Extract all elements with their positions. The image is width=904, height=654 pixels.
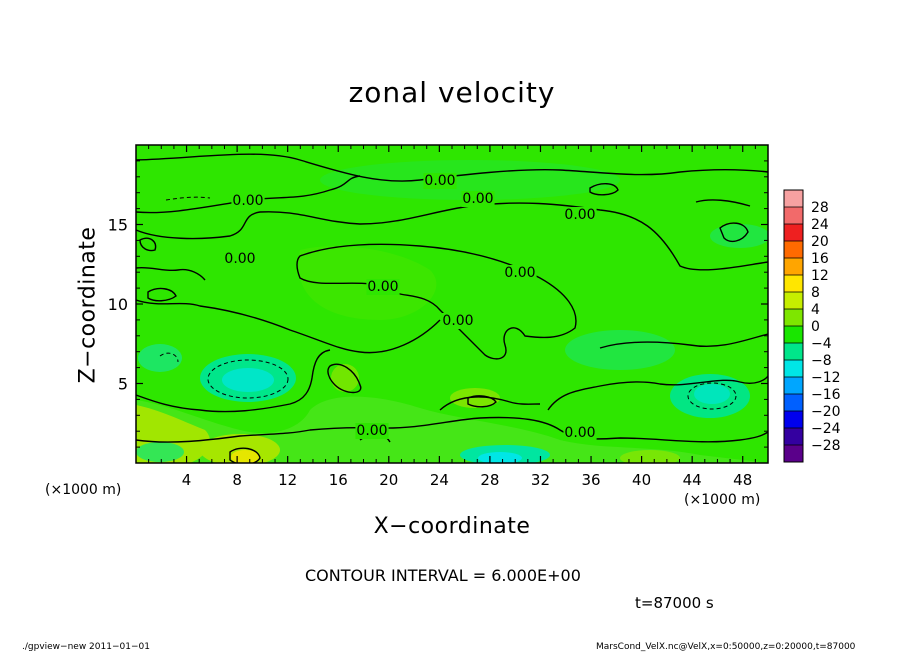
contour-label: 0.00 [367,279,398,295]
x-unit-label-right: (×1000 m) [684,492,761,508]
x-tick-label: 24 [430,471,449,489]
x-axis: 4 8 12 16 20 24 28 32 36 40 44 48 [148,145,756,489]
contour-label: 0.00 [504,265,535,281]
y-tick-label: 5 [118,375,128,394]
colorbar-label: −8 [811,353,832,369]
contour-label: 0.00 [224,251,255,267]
contour-label: 0.00 [356,423,387,439]
x-tick-label: 28 [480,471,499,489]
colorbar-label: 24 [811,217,829,233]
footer-source-label: MarsCond_VelX.nc@VelX,x=0:50000,z=0:2000… [596,642,856,652]
x-tick-label: 48 [733,471,752,489]
contour-label: 0.00 [424,173,455,189]
x-tick-label: 12 [278,471,297,489]
contour-label-background [503,265,537,281]
colorbar-swatch [784,411,803,429]
colorbar-label: −4 [811,336,832,352]
colorbar-swatch [784,207,803,225]
x-tick-label: 16 [329,471,348,489]
colorbar-label: −16 [811,387,841,403]
colorbar-swatch [784,275,803,293]
x-tick-label: 44 [683,471,702,489]
colorbar-swatch [784,309,803,327]
contour-label: 0.00 [442,313,473,329]
negative-contours [159,196,737,410]
colorbar-swatch [784,360,803,378]
colorbar-label: −20 [811,404,841,420]
colorbar-label: −28 [811,438,841,454]
colorbar-swatch [784,190,803,208]
colorbar-label: 20 [811,234,829,250]
colorbar-swatch [784,292,803,310]
y-axis-label: Z−coordinate [75,226,101,384]
contour-label-group: 0.00 0.00 0.00 0.00 0.00 0.00 0.00 0.00 0.00 0.00 [223,173,597,441]
colorbar-label: 16 [811,251,829,267]
x-axis-label: X−coordinate [373,514,531,539]
colorbar-swatch [784,326,803,344]
x-tick-label: 36 [581,471,600,489]
y-axis: 5 10 15 [108,160,768,448]
colorbar-swatch [784,377,803,395]
colorbar-label: 0 [811,319,820,335]
contour-label-background [563,207,597,223]
x-tick-label: 8 [232,471,242,489]
contour-label-background [355,423,389,439]
colorbar-swatch [784,224,803,242]
colorbar-label: 8 [811,285,820,301]
colorbar-label: −12 [811,370,841,386]
colorbar-label: −24 [811,421,841,437]
chart-title: zonal velocity [348,76,556,109]
colorbar-label: 12 [811,268,829,284]
contour-label: 0.00 [232,193,263,209]
footer-program-label: ./gpview−new 2011−01−01 [22,642,150,652]
x-tick-label: 4 [182,471,192,489]
colorbar-swatch [784,343,803,361]
y-tick-label: 15 [108,216,128,235]
colorbar-swatch [784,241,803,259]
velocity-field [136,145,768,463]
colorbar-swatch [784,428,803,446]
colorbar-swatch [784,394,803,412]
contour-label-background [461,191,495,207]
contour-label-background [423,173,457,189]
colorbar-swatch [784,258,803,276]
x-unit-label-left: (×1000 m) [45,482,122,498]
contour-label-background [366,279,400,295]
x-tick-label: 20 [379,471,398,489]
colorbar-swatch [784,445,803,463]
colorbar-label: 4 [811,302,820,318]
x-tick-label: 32 [531,471,550,489]
y-tick-label: 10 [108,295,128,314]
contour-label-background [441,313,475,329]
time-label: t=87000 s [635,594,714,612]
contour-label-background [231,193,265,209]
contour-label: 0.00 [564,207,595,223]
contour-label: 0.00 [462,191,493,207]
contour-interval-text: CONTOUR INTERVAL = 6.000E+00 [305,566,581,585]
contour-label: 0.00 [564,425,595,441]
colorbar-label: 28 [811,200,829,216]
contour-label-background [223,251,257,267]
contour-label-background [563,425,597,441]
x-tick-label: 40 [632,471,651,489]
contour-lines [136,153,768,463]
